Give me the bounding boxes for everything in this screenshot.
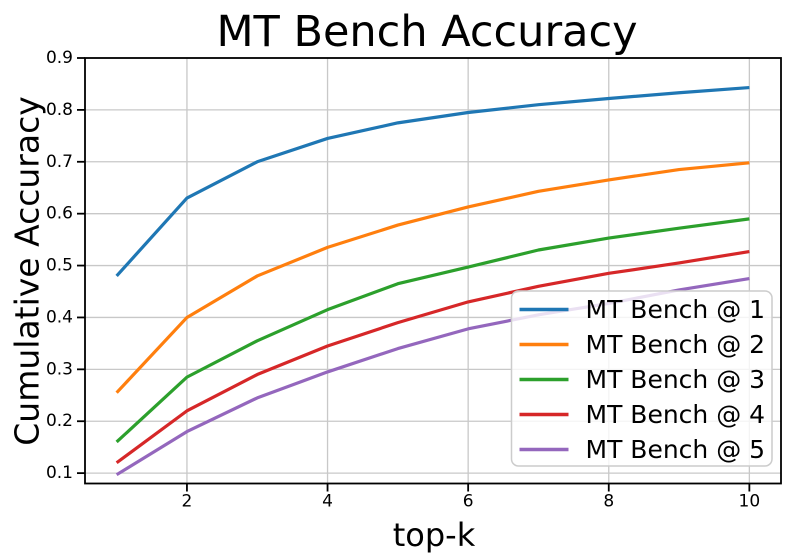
legend-label-2: MT Bench @ 2 (586, 330, 766, 359)
y-tick-label-0.9: 0.9 (46, 48, 73, 68)
legend: MT Bench @ 1 MT Bench @ 2 MT Bench @ 3 MT B… (510, 290, 773, 467)
y-tick-label-0.8: 0.8 (46, 100, 73, 120)
y-tick-label-0.6: 0.6 (46, 204, 73, 224)
x-axis-label: top-k (393, 516, 476, 554)
legend-label-1: MT Bench @ 1 (586, 295, 766, 324)
x-tick-label-6: 6 (463, 492, 474, 512)
legend-box (510, 290, 773, 467)
legend-item-1: MT Bench @ 1 (519, 295, 766, 324)
legend-item-4: MT Bench @ 4 (519, 400, 766, 429)
y-tick-label-0.7: 0.7 (46, 152, 73, 172)
x-tick-label-2: 2 (182, 492, 193, 512)
y-tick-label-0.2: 0.2 (46, 411, 73, 431)
y-tick-label-0.1: 0.1 (46, 463, 73, 483)
x-tick-label-8: 8 (603, 492, 614, 512)
axes-spines-and-ticks (77, 57, 782, 492)
plot-border (84, 57, 782, 485)
x-tick-label-10: 10 (739, 492, 761, 512)
legend-label-3: MT Bench @ 3 (586, 365, 766, 394)
series-line-mt-bench-1 (115, 85, 750, 278)
series-line-mt-bench-3 (115, 217, 750, 444)
legend-label-4: MT Bench @ 4 (586, 400, 766, 429)
y-tick-label-0.5: 0.5 (46, 256, 73, 276)
series-line-mt-bench-4 (115, 249, 750, 465)
y-tick-label-0.3: 0.3 (46, 359, 73, 379)
legend-label-5: MT Bench @ 5 (586, 435, 766, 464)
tick-labels: 2 4 6 8 10 0.1 0.2 0.3 0.4 0.5 0.6 0.7 0.8 0.9 (46, 48, 760, 512)
chart-title: MT Bench Accuracy (216, 7, 637, 57)
series-line-mt-bench-2 (115, 161, 750, 394)
legend-item-3: MT Bench @ 3 (519, 365, 766, 394)
y-axis-label: Cumulative Accuracy (8, 96, 47, 446)
y-tick-label-0.4: 0.4 (46, 307, 73, 327)
legend-item-2: MT Bench @ 2 (519, 330, 766, 359)
legend-item-5: MT Bench @ 5 (519, 435, 766, 464)
x-tick-label-4: 4 (322, 492, 333, 512)
